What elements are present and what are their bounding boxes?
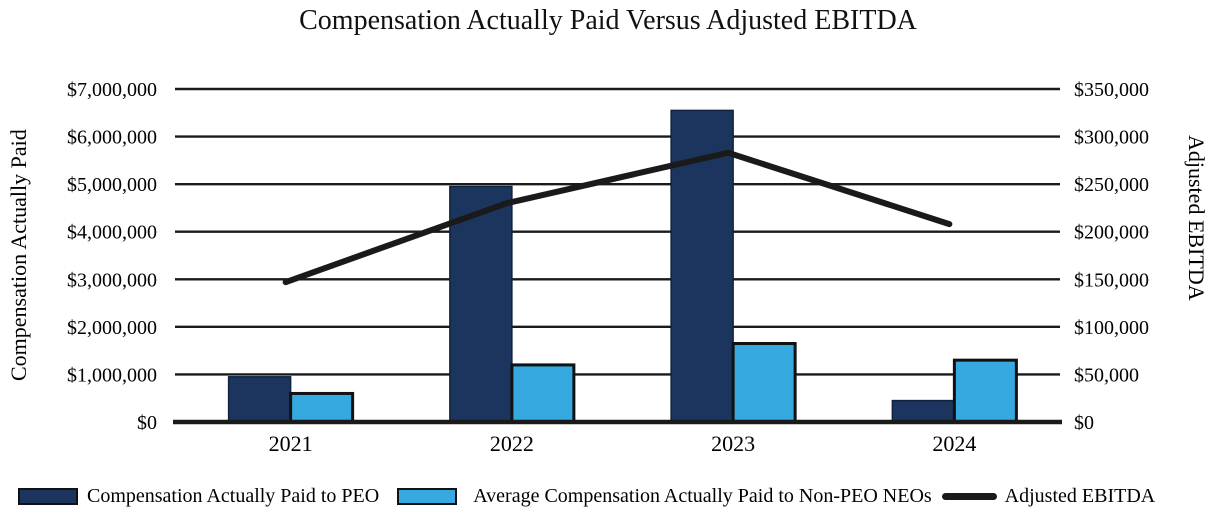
left-axis-tick-label: $0 (137, 412, 157, 434)
non-peo-bar-2022 (510, 363, 576, 424)
right-axis-tick-label: $150,000 (1074, 269, 1149, 291)
right-axis-tick-label: $350,000 (1074, 79, 1149, 101)
left-axis-tick-label: $3,000,000 (67, 269, 157, 291)
peo-bar-legend-label: Compensation Actually Paid to PEO (87, 484, 380, 507)
left-axis-tick-label: $7,000,000 (67, 79, 157, 101)
x-axis-label-2022: 2022 (490, 431, 534, 456)
peo-bar-2021 (227, 376, 292, 423)
x-axis-label-2024: 2024 (932, 431, 976, 456)
left-axis-tick-label: $6,000,000 (67, 127, 157, 149)
non-peo-bar-legend-swatch (397, 487, 458, 505)
right-axis-tick-label: $200,000 (1074, 222, 1149, 244)
non-peo-bar-legend-label: Average Compensation Actually Paid to No… (473, 484, 932, 507)
right-axis-title: Adjusted EBITDA (1184, 135, 1209, 301)
legend: Compensation Actually Paid to PEO Averag… (18, 483, 1214, 509)
peo-bar-legend-swatch (18, 487, 78, 505)
right-axis-tick-label: $250,000 (1074, 174, 1149, 196)
non-peo-bar-2021 (289, 391, 355, 424)
right-axis-tick-label: $0 (1074, 412, 1094, 434)
left-axis-tick-label: $5,000,000 (67, 174, 157, 196)
adjusted-ebitda-line (282, 149, 953, 286)
x-axis-label-2023: 2023 (711, 431, 755, 456)
right-axis-tick-label: $100,000 (1074, 317, 1149, 339)
right-axis-tick-label: $50,000 (1074, 364, 1139, 386)
peo-bar-2024 (891, 399, 956, 423)
peo-bar-2022 (449, 185, 513, 423)
right-axis-tick-label: $300,000 (1074, 127, 1149, 149)
non-peo-bar-2023 (731, 342, 797, 424)
ebitda-line-legend-swatch (941, 492, 997, 500)
chart-title: Compensation Actually Paid Versus Adjust… (299, 5, 917, 36)
left-axis-tick-label: $4,000,000 (67, 222, 157, 244)
left-axis-tick-label: $2,000,000 (67, 317, 157, 339)
ebitda-line-legend-label: Adjusted EBITDA (1004, 484, 1156, 507)
non-peo-bar-2024 (952, 358, 1018, 424)
left-axis-tick-label: $1,000,000 (67, 364, 157, 386)
x-axis-label-2021: 2021 (269, 431, 313, 456)
